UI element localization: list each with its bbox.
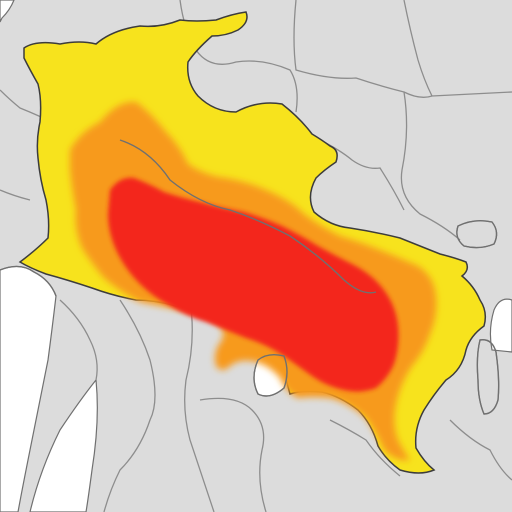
sea-east [489,298,512,353]
heat-zone-layer [18,11,487,474]
border-line [319,139,405,211]
border-line [59,299,98,381]
border-line [449,419,512,481]
border-line [199,397,267,512]
border-line [103,299,156,512]
river-line [119,139,377,294]
coastline [0,265,57,297]
coastline [456,219,498,249]
coastline-layer [0,139,500,415]
border-line [400,91,461,241]
landmass-top-left-strip [0,0,40,70]
sea-southwest [29,378,98,512]
high-intensity-zone[interactable] [108,177,399,392]
border-line [0,189,31,201]
border-line [329,419,401,477]
border-line [403,0,433,97]
sea-top-left [0,0,15,23]
coastline [476,339,500,415]
island-northeast [456,220,498,249]
coastline [253,353,288,397]
border-line [184,299,215,512]
border-line [293,0,512,98]
